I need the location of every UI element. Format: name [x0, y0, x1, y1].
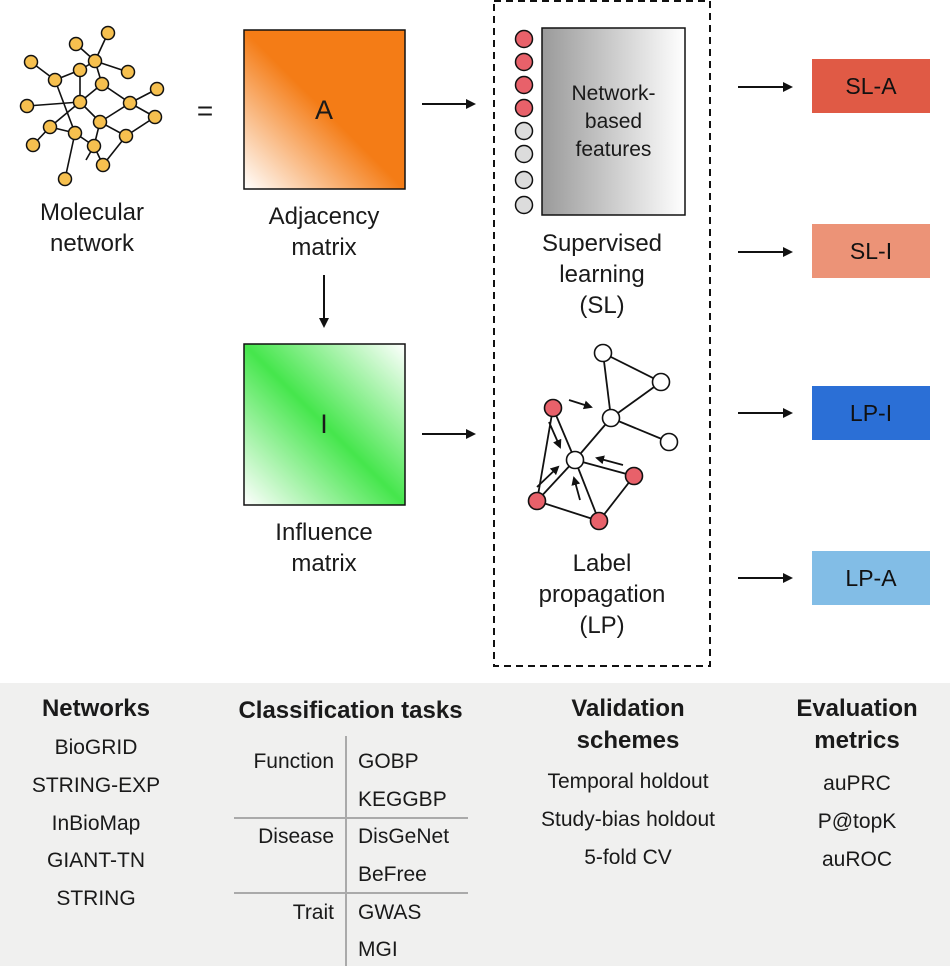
models-dashed-box — [493, 0, 711, 667]
label-propagation-label: Label propagation (LP) — [538, 550, 666, 639]
category-function: Function — [253, 750, 334, 773]
feature-node-column — [514, 29, 534, 215]
output-lp-a: LP-A — [812, 551, 930, 605]
output-sl-i-label: SL-I — [849, 237, 893, 264]
task-item: DisGeNet — [358, 825, 450, 848]
network-features-box — [541, 27, 686, 216]
equals-sign: = — [196, 95, 214, 126]
metric-item: auROC — [821, 848, 893, 871]
classification-title: Classification tasks — [238, 697, 463, 724]
label-propagation-graph — [536, 352, 670, 522]
network-item: STRING-EXP — [31, 774, 161, 797]
output-lp-a-label: LP-A — [845, 564, 897, 591]
category-disease: Disease — [258, 825, 334, 848]
label-propagation-arrows — [536, 399, 624, 501]
network-item: BioGRID — [54, 736, 138, 759]
diagram-canvas — [19, 0, 793, 667]
validation-title: Validation schemes — [571, 695, 685, 754]
task-item: BeFree — [358, 863, 427, 886]
evaluation-title: Evaluation metrics — [796, 695, 918, 754]
influence-matrix-label: Influence matrix — [275, 519, 373, 577]
label-propagation-nodes — [527, 343, 679, 531]
influence-matrix — [243, 343, 406, 506]
adjacency-matrix-label: Adjacency matrix — [268, 203, 380, 261]
output-sl-i: SL-I — [812, 224, 930, 278]
output-lp-i-label: LP-I — [849, 399, 893, 426]
metric-item: P@topK — [817, 810, 897, 833]
validation-item: Temporal holdout — [547, 770, 709, 793]
metric-item: auPRC — [823, 772, 891, 795]
validation-item: Study-bias holdout — [541, 808, 715, 831]
task-item: GWAS — [358, 901, 422, 924]
molecular-network-label: Molecular network — [39, 199, 145, 257]
network-item: STRING — [56, 887, 136, 910]
network-item: GIANT-TN — [47, 849, 145, 872]
task-item: MGI — [358, 938, 398, 961]
adjacency-matrix — [243, 29, 406, 190]
output-sl-a: SL-A — [812, 59, 930, 113]
task-item: KEGGBP — [358, 788, 447, 811]
classification-table-lines — [234, 736, 468, 966]
category-trait: Trait — [292, 901, 334, 924]
networks-title: Networks — [41, 695, 151, 722]
output-sl-a-label: SL-A — [845, 72, 897, 99]
influence-letter: I — [320, 408, 328, 439]
summary-panel: Networks BioGRID STRING-EXP InBioMap GIA… — [0, 683, 950, 966]
supervised-learning-label: Supervised learning (SL) — [541, 230, 663, 319]
task-item: GOBP — [358, 750, 419, 773]
network-features-text: Network- based features — [571, 82, 656, 161]
adjacency-letter: A — [314, 94, 333, 125]
output-lp-i: LP-I — [812, 386, 930, 440]
network-item: InBioMap — [51, 812, 141, 835]
molecular-network-nodes — [19, 25, 165, 187]
validation-item: 5-fold CV — [584, 846, 672, 869]
